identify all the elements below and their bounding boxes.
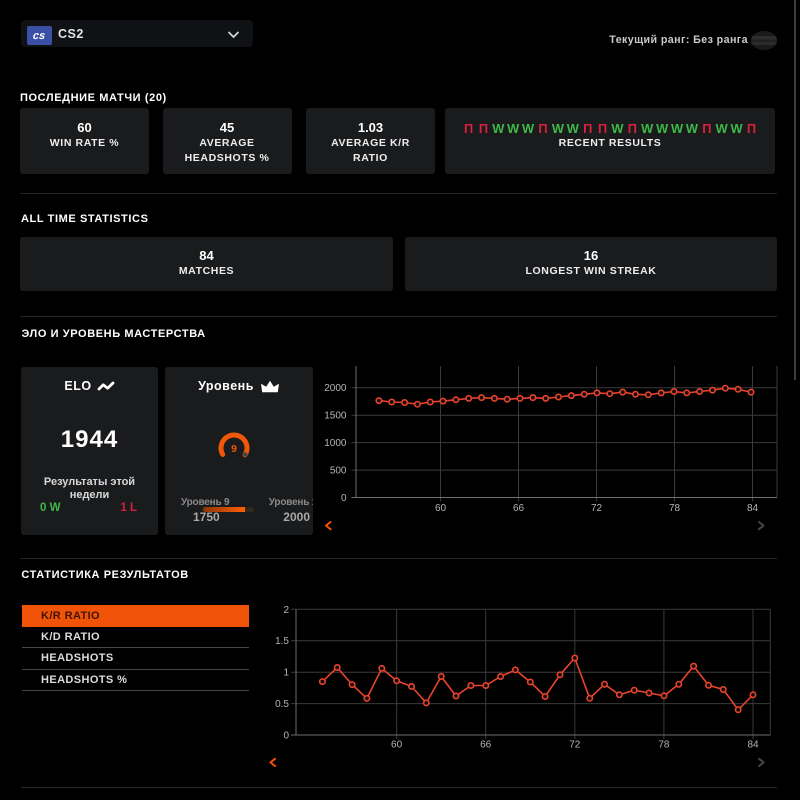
svg-text:1.5: 1.5 [275,636,289,647]
svg-text:2: 2 [283,605,289,616]
svg-text:60: 60 [391,740,403,751]
svg-text:72: 72 [591,503,603,514]
svg-text:500: 500 [330,466,347,477]
svg-text:72: 72 [569,740,581,751]
svg-text:1500: 1500 [324,411,347,422]
svg-text:66: 66 [513,503,525,514]
svg-text:1000: 1000 [324,438,347,449]
svg-text:60: 60 [435,503,447,514]
svg-text:78: 78 [669,503,681,514]
svg-text:2000: 2000 [324,383,347,394]
svg-text:0: 0 [341,493,347,504]
svg-text:84: 84 [747,740,759,751]
svg-text:78: 78 [658,740,670,751]
svg-text:0.5: 0.5 [275,699,289,710]
svg-text:66: 66 [480,740,492,751]
svg-text:84: 84 [747,503,759,514]
svg-text:9: 9 [231,443,237,455]
svg-text:0: 0 [283,731,289,742]
svg-text:1: 1 [283,668,289,679]
